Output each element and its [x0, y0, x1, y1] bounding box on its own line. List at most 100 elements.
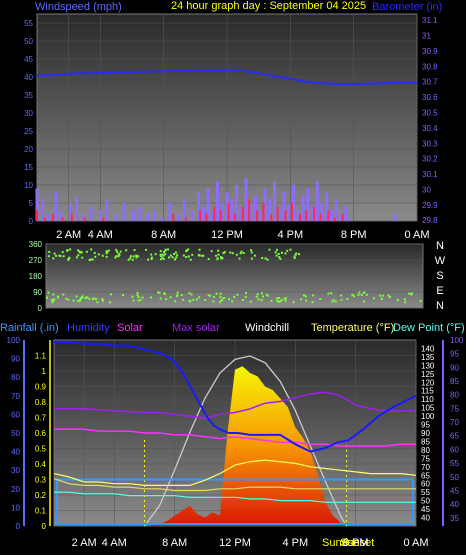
barometer-tick-label: 30.2 — [422, 155, 438, 164]
wind-direction-point — [238, 257, 241, 260]
wind-average-bar — [61, 217, 64, 221]
wind-direction-point — [65, 249, 68, 252]
windspeed-bar — [182, 199, 186, 221]
windspeed-bar — [244, 177, 248, 221]
wind-direction-point — [222, 296, 225, 299]
wind-direction-point — [266, 258, 269, 261]
wind-direction-point — [117, 255, 120, 258]
wind-direction-point — [216, 257, 219, 260]
windspeed-bar — [315, 181, 319, 221]
wind-direction-point — [139, 298, 142, 301]
wind-direction-point — [204, 299, 207, 302]
legend-rainfall: Rainfall (.in) — [0, 322, 59, 334]
wind-average-bar — [298, 213, 301, 221]
windspeed-bar — [263, 188, 267, 221]
wind-direction-point — [84, 296, 87, 299]
wind-direction-point — [131, 295, 134, 298]
wind-direction-point — [189, 258, 192, 261]
wind-direction-point — [378, 294, 381, 297]
wind-direction-point — [250, 251, 253, 254]
windspeed-tick-label: 10 — [24, 181, 33, 190]
wind-direction-point — [136, 291, 139, 294]
dew-point-line — [54, 491, 416, 503]
windspeed-bar — [254, 195, 257, 221]
windspeed-bar — [349, 217, 352, 221]
compass-label: W — [435, 255, 446, 267]
wind-direction-point — [47, 255, 50, 258]
wind-direction-point — [363, 300, 366, 303]
windspeed-bar — [176, 213, 180, 221]
wind-average-bar — [102, 217, 105, 221]
wind-direction-point — [62, 255, 65, 258]
wind-average-bar — [36, 210, 38, 221]
wind-direction-point — [275, 254, 278, 257]
wind-direction-point — [109, 301, 112, 304]
windspeed-tick-label: 5 — [29, 199, 34, 208]
wind-average-bar — [227, 203, 230, 221]
wind-direction-point — [408, 292, 411, 295]
windspeed-bar — [160, 217, 164, 221]
humidity-line — [54, 340, 417, 453]
top-x-tick-label: 4 PM — [277, 229, 303, 241]
barometer-tick-label: 31 — [422, 32, 431, 41]
dew-point-tick-label: 75 — [450, 404, 459, 413]
bottom-x-tick-label: 2 AM — [72, 537, 97, 549]
rainfall-tick-label: 0.1 — [35, 507, 47, 516]
temperature-line — [53, 459, 417, 486]
windspeed-tick-label: 55 — [24, 19, 33, 28]
wind-direction-point — [94, 255, 97, 258]
wind-direction-point — [244, 296, 247, 299]
wind-direction-point — [119, 250, 122, 253]
wind-direction-point — [404, 301, 407, 304]
windspeed-bar — [41, 199, 45, 221]
bottom-x-tick-label: 8 AM — [162, 537, 187, 549]
windspeed-bar — [339, 213, 343, 221]
wind-direction-point — [245, 291, 248, 294]
barometer-tick-label: 30.5 — [422, 108, 438, 117]
wind-direction-point — [159, 254, 162, 257]
windspeed-bar — [190, 210, 194, 221]
top-x-tick-label: 2 AM — [56, 229, 81, 241]
wind-average-bar — [341, 213, 344, 221]
wind-direction-point — [171, 256, 174, 259]
wind-direction-point — [150, 253, 153, 256]
barometer-tick-label: 30.7 — [422, 78, 438, 87]
wind-direction-point — [53, 298, 56, 301]
temperature-tick-label: 140 — [421, 344, 435, 353]
wind-direction-point — [85, 250, 88, 253]
temperature-tick-label: 55 — [421, 488, 430, 497]
wind-direction-point — [59, 255, 62, 258]
wind-direction-point — [145, 248, 148, 251]
wind-direction-point — [249, 300, 252, 303]
wind-direction-point — [256, 293, 259, 296]
humidity-tick-label: 20 — [11, 485, 20, 494]
wind-direction-point — [280, 251, 283, 254]
wind-direction-point — [51, 298, 54, 301]
rainfall-tick-label: 0 — [42, 522, 47, 531]
wind-direction-point — [264, 257, 267, 260]
windspeed-bar — [220, 203, 224, 221]
wind-direction-point — [353, 295, 356, 298]
wind-average-bar — [70, 213, 73, 221]
wind-direction-point — [319, 298, 322, 301]
wind-direction-point — [101, 298, 104, 301]
wind-direction-point — [115, 248, 118, 251]
windspeed-bar — [152, 210, 156, 221]
wind-direction-point — [185, 256, 188, 259]
wind-direction-point — [72, 299, 75, 302]
wind-direction-point — [101, 299, 104, 302]
wind-direction-point — [106, 251, 109, 254]
wind-direction-point — [129, 257, 132, 260]
wind-direction-point — [90, 248, 93, 251]
dew-point-tick-label: 100 — [450, 336, 464, 345]
windspeed-bar — [46, 213, 50, 221]
windspeed-bar — [320, 203, 324, 221]
rainfall-tick-label: 0.6 — [35, 429, 47, 438]
wind-average-bar — [241, 206, 244, 221]
windspeed-bar — [216, 181, 219, 221]
wind-direction-point — [137, 255, 140, 258]
wind-average-bar — [290, 203, 293, 221]
wind-direction-point — [223, 251, 226, 254]
legend-dew-point: Dew Point (°F) — [393, 322, 465, 334]
max-solar-curve — [143, 355, 348, 527]
